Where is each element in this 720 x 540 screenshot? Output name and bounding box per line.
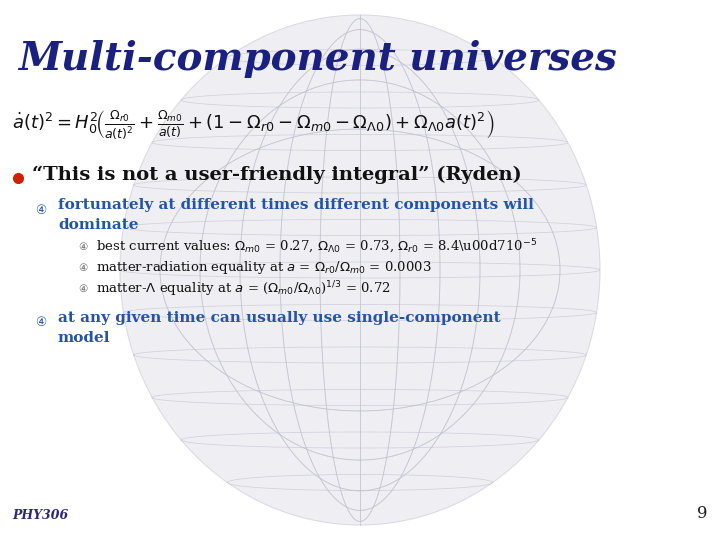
Text: “This is not a user-friendly integral” (Ryden): “This is not a user-friendly integral” (… [32,166,522,184]
Text: ④: ④ [35,315,46,328]
Text: ④: ④ [78,284,87,294]
Text: ④: ④ [35,204,46,217]
Text: at any given time can usually use single-component: at any given time can usually use single… [58,311,500,325]
Text: 9: 9 [698,505,708,522]
Text: ④: ④ [78,263,87,273]
Text: matter-radiation equality at $a$ = $\Omega_{r0}$/$\Omega_{m0}$ = 0.0003: matter-radiation equality at $a$ = $\Ome… [96,260,431,276]
Text: dominate: dominate [58,218,138,232]
Text: fortunately at different times different components will: fortunately at different times different… [58,198,534,212]
Text: matter-$\Lambda$ equality at $a$ = ($\Omega_{m0}$/$\Omega_{\Lambda 0}$)$^{1/3}$ : matter-$\Lambda$ equality at $a$ = ($\Om… [96,279,391,299]
Text: Multi-component universes: Multi-component universes [18,40,617,78]
Text: ④: ④ [78,242,87,252]
Text: model: model [58,331,110,345]
Text: PHY306: PHY306 [12,509,68,522]
Ellipse shape [120,15,600,525]
Text: best current values: $\Omega_{m0}$ = 0.27, $\Omega_{\Lambda 0}$ = 0.73, $\Omega_: best current values: $\Omega_{m0}$ = 0.2… [96,238,537,256]
Text: $\dot{a}(t)^2 = H_0^2\!\left(\frac{\Omega_{r0}}{a(t)^2}+\frac{\Omega_{m0}}{a(t)}: $\dot{a}(t)^2 = H_0^2\!\left(\frac{\Omeg… [12,108,495,141]
